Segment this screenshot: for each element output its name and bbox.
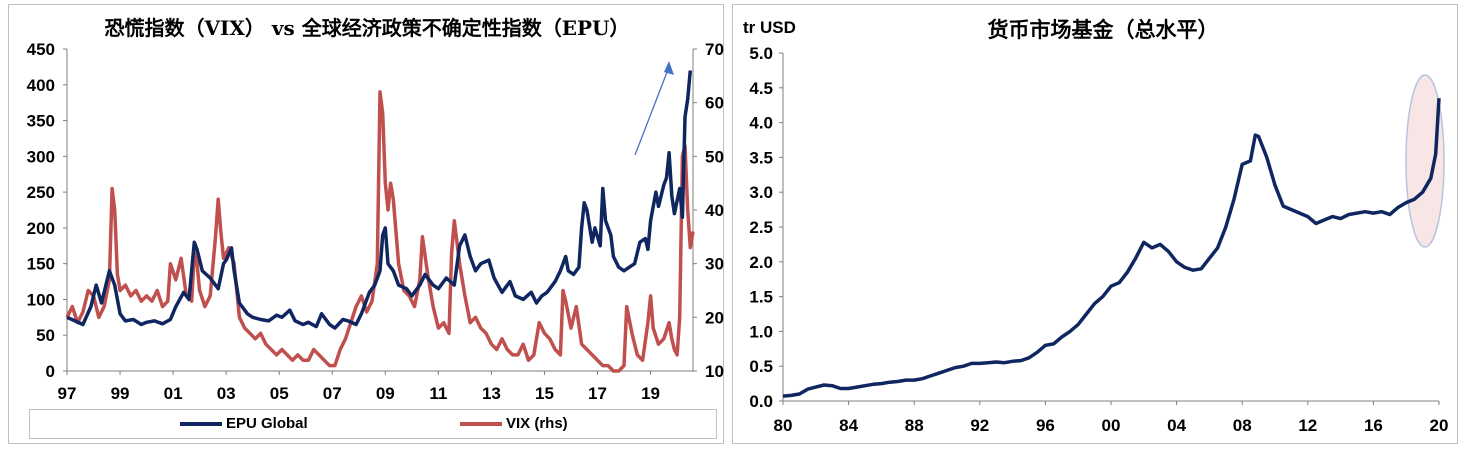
- x-tick-label: 80: [774, 416, 793, 435]
- x-tick-label: 84: [839, 416, 858, 435]
- y-tick-label: 2.5: [749, 218, 773, 237]
- y-tick-label: 1.0: [749, 322, 773, 341]
- x-tick-label: 00: [1102, 416, 1121, 435]
- y-tick-label: 2.0: [749, 253, 773, 272]
- legend-item-epu: EPU Global: [180, 415, 308, 432]
- left-y-tick-label: 400: [27, 76, 55, 95]
- chart-title: 恐慌指数（VIX） vs 全球经济政策不确定性指数（EPU）: [105, 16, 630, 40]
- x-tick-label: 16: [1364, 416, 1383, 435]
- legend-swatch-vix: [460, 422, 502, 427]
- legend-swatch-epu: [180, 422, 222, 427]
- x-tick-label: 88: [905, 416, 924, 435]
- x-tick-label: 11: [429, 384, 447, 403]
- right-y-tick-label: 10: [705, 362, 724, 381]
- left-y-tick-label: 200: [27, 219, 55, 238]
- vix-series-line: [65, 90, 695, 373]
- trend-arrowhead-icon: [664, 61, 674, 75]
- right-y-tick-label: 40: [705, 201, 724, 220]
- y-tick-label: 5.0: [749, 44, 773, 63]
- x-tick-label: 03: [217, 384, 236, 403]
- left-y-tick-label: 450: [27, 40, 55, 59]
- left-y-tick-label: 100: [27, 290, 55, 309]
- right-y-tick-label: 70: [705, 40, 724, 59]
- x-tick-label: 13: [482, 384, 501, 403]
- left-y-tick-label: 300: [27, 147, 55, 166]
- money-market-series-line: [782, 98, 1441, 398]
- money-market-chart: 货币市场基金（总水平） tr USD 0.0 0.5 1.0 1.5 2.0 2.5 3.0 3.…: [743, 17, 1449, 435]
- left-y-tick-label: 50: [36, 326, 55, 345]
- x-tick-label: 97: [58, 384, 77, 403]
- x-tick-label: 99: [111, 384, 130, 403]
- y-tick-label: 3.0: [749, 183, 773, 202]
- x-tick-label: 04: [1167, 416, 1186, 435]
- x-tick-label: 05: [270, 384, 289, 403]
- right-y-tick-label: 60: [705, 94, 724, 113]
- y-tick-label: 4.0: [749, 114, 773, 133]
- left-y-tick-label: 350: [27, 112, 55, 131]
- trend-arrow-icon: [634, 66, 670, 156]
- y-tick-label: 3.5: [749, 148, 773, 167]
- chart-title: 货币市场基金（总水平）: [988, 17, 1219, 42]
- right-chart-panel: 货币市场基金（总水平） tr USD 0.0 0.5 1.0 1.5 2.0 2.5 3.0 3.…: [732, 4, 1458, 444]
- epu-vix-chart: 恐慌指数（VIX） vs 全球经济政策不确定性指数（EPU）0501001502…: [27, 16, 724, 403]
- x-tick-label: 01: [164, 384, 183, 403]
- right-y-tick-label: 20: [705, 308, 724, 327]
- x-tick-label: 17: [588, 384, 607, 403]
- x-tick-label: 20: [1430, 416, 1449, 435]
- x-tick-label: 19: [641, 384, 660, 403]
- legend-item-vix: VIX (rhs): [460, 415, 568, 432]
- x-tick-label: 96: [1036, 416, 1055, 435]
- x-tick-label: 15: [535, 384, 554, 403]
- y-tick-label: 1.5: [749, 288, 773, 307]
- y-tick-label: 0.5: [749, 357, 773, 376]
- left-y-tick-label: 250: [27, 183, 55, 202]
- legend-label-vix: VIX (rhs): [506, 415, 568, 432]
- x-tick-label: 92: [970, 416, 989, 435]
- x-tick-label: 12: [1298, 416, 1317, 435]
- y-tick-label: 4.5: [749, 79, 773, 98]
- x-tick-label: 08: [1233, 416, 1252, 435]
- left-chart-panel: 恐慌指数（VIX） vs 全球经济政策不确定性指数（EPU） 0 50 100 150 2…: [8, 4, 724, 444]
- x-tick-label: 09: [376, 384, 395, 403]
- legend: EPU Global VIX (rhs): [29, 409, 717, 439]
- y-tick-label: 0.0: [749, 392, 773, 411]
- x-tick-label: 07: [323, 384, 342, 403]
- right-y-tick-label: 50: [705, 147, 724, 166]
- right-y-tick-label: 30: [705, 255, 724, 274]
- left-y-tick-label: 0: [46, 362, 55, 381]
- y-axis-unit-label: tr USD: [743, 18, 796, 37]
- legend-label-epu: EPU Global: [226, 415, 308, 432]
- left-y-tick-label: 150: [27, 255, 55, 274]
- highlight-ellipse: [1405, 74, 1445, 248]
- epu-series-line: [66, 70, 693, 330]
